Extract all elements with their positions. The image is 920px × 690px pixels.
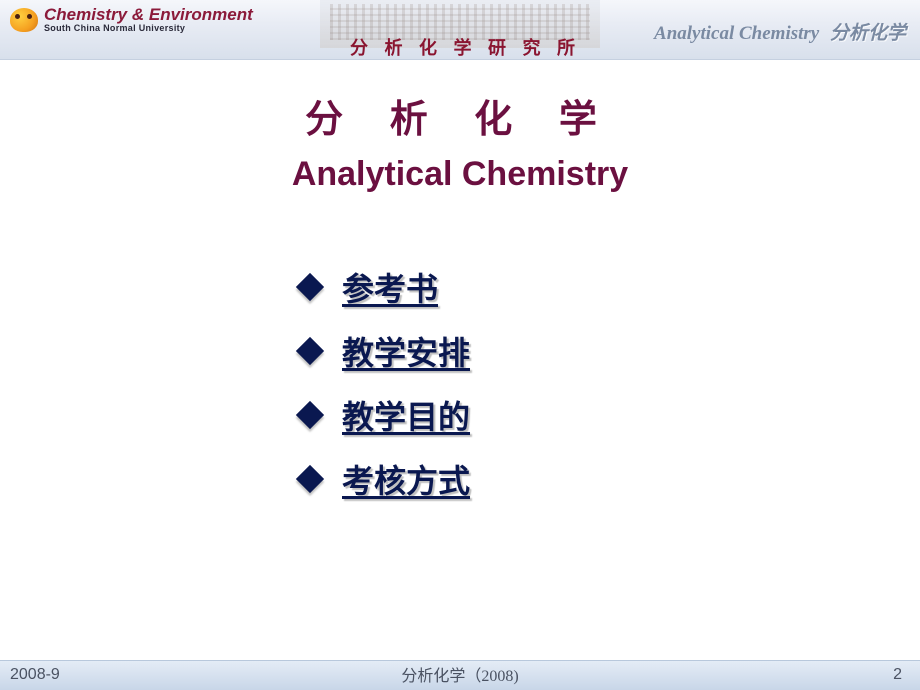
- footer-center-text: 分析化学（2008): [401, 662, 518, 686]
- logo-area: Chemistry & Environment South China Norm…: [10, 6, 253, 33]
- slide-content: 分 析 化 学 Analytical Chemistry 参考书 教学安排 教学…: [0, 60, 920, 502]
- main-title-en: Analytical Chemistry: [0, 155, 920, 194]
- menu-link-label: 教学安排: [342, 328, 470, 374]
- diamond-bullet-icon: [296, 273, 324, 301]
- menu-item-schedule[interactable]: 教学安排: [300, 328, 580, 374]
- menu-link-label: 教学目的: [342, 392, 470, 438]
- mascot-icon: [10, 8, 38, 32]
- institute-name: 分 析 化 学 研 究 所: [350, 34, 581, 60]
- header-right-title: Analytical Chemistry 分析化学: [654, 18, 906, 45]
- menu-item-assessment[interactable]: 考核方式: [300, 456, 580, 502]
- logo-subtitle: South China Normal University: [44, 23, 253, 33]
- footer-page-number: 2: [893, 666, 902, 684]
- menu-item-references[interactable]: 参考书: [300, 264, 580, 310]
- menu-link-label: 考核方式: [342, 456, 470, 502]
- diamond-bullet-icon: [296, 465, 324, 493]
- header-right-cn: 分析化学: [830, 23, 906, 44]
- menu-item-objectives[interactable]: 教学目的: [300, 392, 580, 438]
- menu-list: 参考书 教学安排 教学目的 考核方式: [0, 264, 920, 502]
- header-right-en: Analytical Chemistry: [654, 23, 819, 44]
- footer-date: 2008-9: [10, 666, 60, 684]
- slide-header: Chemistry & Environment South China Norm…: [0, 0, 920, 60]
- main-title-cn: 分 析 化 学: [0, 88, 920, 143]
- logo-text-block: Chemistry & Environment South China Norm…: [44, 6, 253, 33]
- diamond-bullet-icon: [296, 401, 324, 429]
- slide-footer: 2008-9 分析化学（2008) 2: [0, 660, 920, 690]
- logo-title: Chemistry & Environment: [44, 6, 253, 23]
- diamond-bullet-icon: [296, 337, 324, 365]
- menu-link-label: 参考书: [342, 264, 438, 310]
